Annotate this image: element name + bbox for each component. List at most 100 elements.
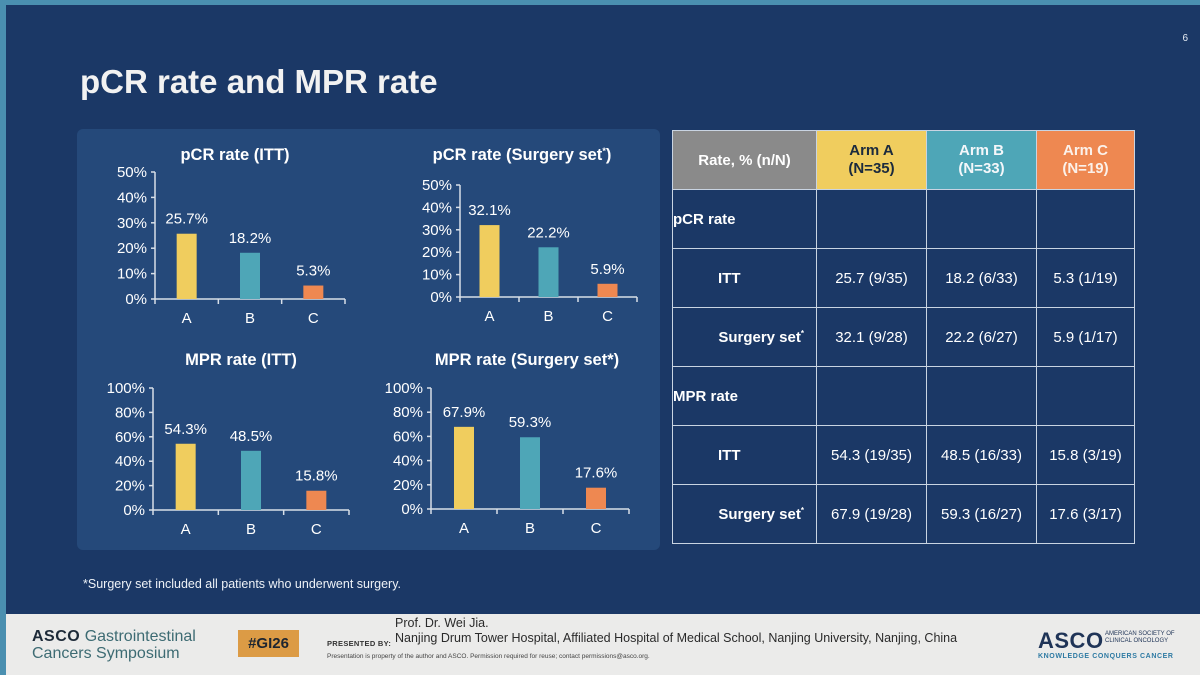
- data-label: 5.9%: [590, 261, 624, 278]
- cell-arm-b: 59.3 (16/27): [926, 484, 1037, 544]
- chart-mpr-itt: MPR rate (ITT) 0% 20% 40% 60% 80% 100% 54.3% A 48…: [107, 351, 350, 538]
- bar-a: [175, 443, 196, 510]
- table-row: Surgery set* 67.9 (19/28) 59.3 (16/27) 1…: [672, 484, 1135, 544]
- cell-arm-c: 5.3 (1/19): [1036, 248, 1135, 308]
- bar-a: [454, 426, 474, 509]
- y-tick-label: 10%: [117, 266, 147, 283]
- bar-c: [306, 490, 327, 510]
- table-row: Surgery set* 32.1 (9/28) 22.2 (6/27) 5.9…: [672, 307, 1135, 367]
- y-tick-label: 80%: [393, 404, 423, 421]
- bar-b: [240, 252, 260, 299]
- y-tick-label: 30%: [117, 215, 147, 232]
- cell-arm-a: 32.1 (9/28): [816, 307, 927, 367]
- row-label: ITT: [672, 248, 817, 308]
- y-tick-label: 20%: [422, 244, 452, 261]
- slide: 6 pCR rate and MPR rate pCR rate (ITT) 0%…: [6, 5, 1200, 675]
- presenter-institution: Nanjing Drum Tower Hospital, Affiliated …: [395, 631, 958, 645]
- y-tick-label: 0%: [401, 501, 423, 518]
- x-tick-label: B: [245, 310, 255, 327]
- empty-cell: [926, 366, 1037, 426]
- data-label: 48.5%: [230, 428, 273, 445]
- symposium-logo: ASCO Gastrointestinal Cancers Symposium: [32, 628, 196, 662]
- slide-title: pCR rate and MPR rate: [80, 63, 438, 100]
- arm-b-label: Arm B: [958, 142, 1004, 159]
- y-tick-label: 0%: [123, 502, 145, 519]
- x-tick-label: A: [182, 310, 192, 327]
- bar-b: [520, 437, 540, 509]
- x-tick-label: A: [484, 308, 494, 325]
- y-tick-label: 60%: [393, 428, 423, 445]
- header-arm-a: Arm A (N=35): [816, 130, 927, 190]
- x-tick-label: C: [311, 521, 322, 538]
- data-label: 54.3%: [164, 421, 207, 438]
- rate-table: Rate, % (n/N) Arm A (N=35) Arm B (N=33) …: [672, 130, 1135, 544]
- header-arm-b: Arm B (N=33): [926, 130, 1037, 190]
- bar-b: [241, 450, 261, 510]
- arm-c-n: (N=19): [1062, 160, 1109, 177]
- bar-a: [479, 225, 500, 297]
- charts-panel: pCR rate (ITT) 0% 10% 20% 30% 40% 50% 25.7% A 18.…: [77, 129, 660, 550]
- y-tick-label: 50%: [117, 164, 147, 181]
- cell-arm-a: 54.3 (19/35): [816, 425, 927, 485]
- page-number: 6: [1182, 33, 1188, 44]
- y-tick-label: 30%: [422, 222, 452, 239]
- asco-logo-wordmark: ASCO: [1038, 628, 1104, 653]
- cell-arm-c: 5.9 (1/17): [1036, 307, 1135, 367]
- x-tick-label: C: [308, 310, 319, 327]
- x-tick-label: C: [602, 308, 613, 325]
- data-label: 22.2%: [527, 224, 570, 241]
- cell-arm-b: 22.2 (6/27): [926, 307, 1037, 367]
- asco-society-name: AMERICAN SOCIETY OF CLINICAL ONCOLOGY: [1105, 631, 1175, 644]
- table-row-mpr-group: MPR rate: [672, 366, 1135, 426]
- presented-by-label: PRESENTED BY:: [327, 639, 392, 648]
- bar-b: [538, 247, 559, 297]
- footnote-marker: *: [800, 328, 804, 338]
- chart-pcr-itt: pCR rate (ITT) 0% 10% 20% 30% 40% 50% 25.7% A 18.…: [117, 146, 346, 327]
- bar-c: [586, 487, 606, 509]
- y-tick-label: 20%: [115, 478, 145, 495]
- data-label: 15.8%: [295, 468, 338, 485]
- cell-arm-c: 15.8 (3/19): [1036, 425, 1135, 485]
- y-tick-label: 20%: [117, 240, 147, 257]
- y-tick-label: 100%: [385, 380, 423, 397]
- hashtag-badge: #GI26: [238, 630, 299, 657]
- chart-mpr-surgery-set: MPR rate (Surgery set*) 0% 20% 40% 60% 80% 100…: [385, 351, 630, 537]
- asco-logo: ASCO AMERICAN SOCIETY OF CLINICAL ONCOLO…: [1038, 628, 1175, 660]
- y-tick-label: 60%: [115, 429, 145, 446]
- chart-title: pCR rate (Surgery set*): [433, 146, 612, 164]
- cell-arm-a: 25.7 (9/35): [816, 248, 927, 308]
- y-tick-label: 40%: [115, 453, 145, 470]
- y-tick-label: 0%: [430, 289, 452, 306]
- cell-arm-a: 67.9 (19/28): [816, 484, 927, 544]
- symposium-line1: Gastrointestinal: [84, 628, 196, 645]
- presenter-name: Prof. Dr. Wei Jia.: [395, 616, 489, 630]
- permission-notice: Presentation is property of the author a…: [327, 653, 650, 660]
- y-tick-label: 40%: [393, 453, 423, 470]
- arm-c-label: Arm C: [1062, 142, 1108, 159]
- data-label: 17.6%: [575, 465, 618, 482]
- row-label-cell: Surgery set*: [672, 484, 817, 544]
- data-label: 5.3%: [296, 263, 330, 280]
- symposium-line2: Cancers Symposium: [32, 645, 180, 662]
- data-label: 32.1%: [468, 202, 511, 219]
- bar-c: [597, 283, 618, 297]
- bar-a: [176, 233, 197, 299]
- asco-wordmark: ASCO: [32, 628, 81, 645]
- group-label: MPR rate: [672, 366, 817, 426]
- footer: ASCO Gastrointestinal Cancers Symposium …: [6, 614, 1200, 675]
- y-tick-label: 50%: [422, 177, 452, 194]
- y-tick-label: 100%: [107, 380, 145, 397]
- row-label: Surgery set: [718, 328, 801, 346]
- data-label: 67.9%: [443, 404, 486, 421]
- x-tick-label: C: [591, 520, 602, 537]
- y-tick-label: 40%: [117, 189, 147, 206]
- y-tick-label: 10%: [422, 267, 452, 284]
- x-tick-label: A: [459, 520, 469, 537]
- arm-a-label: Arm A: [849, 142, 894, 159]
- table-row: ITT 25.7 (9/35) 18.2 (6/33) 5.3 (1/19): [672, 248, 1135, 308]
- row-label: Surgery set: [718, 505, 801, 523]
- x-tick-label: B: [543, 308, 553, 325]
- x-tick-label: B: [246, 521, 256, 538]
- cell-arm-b: 18.2 (6/33): [926, 248, 1037, 308]
- data-label: 18.2%: [229, 230, 272, 247]
